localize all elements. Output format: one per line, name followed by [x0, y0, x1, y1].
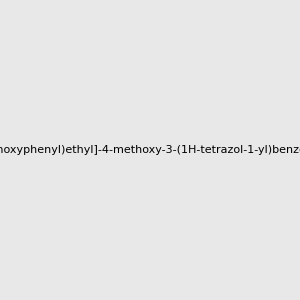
Text: N-[2-(3,4-dimethoxyphenyl)ethyl]-4-methoxy-3-(1H-tetrazol-1-yl)benzenesulfonamid: N-[2-(3,4-dimethoxyphenyl)ethyl]-4-metho… — [0, 145, 300, 155]
